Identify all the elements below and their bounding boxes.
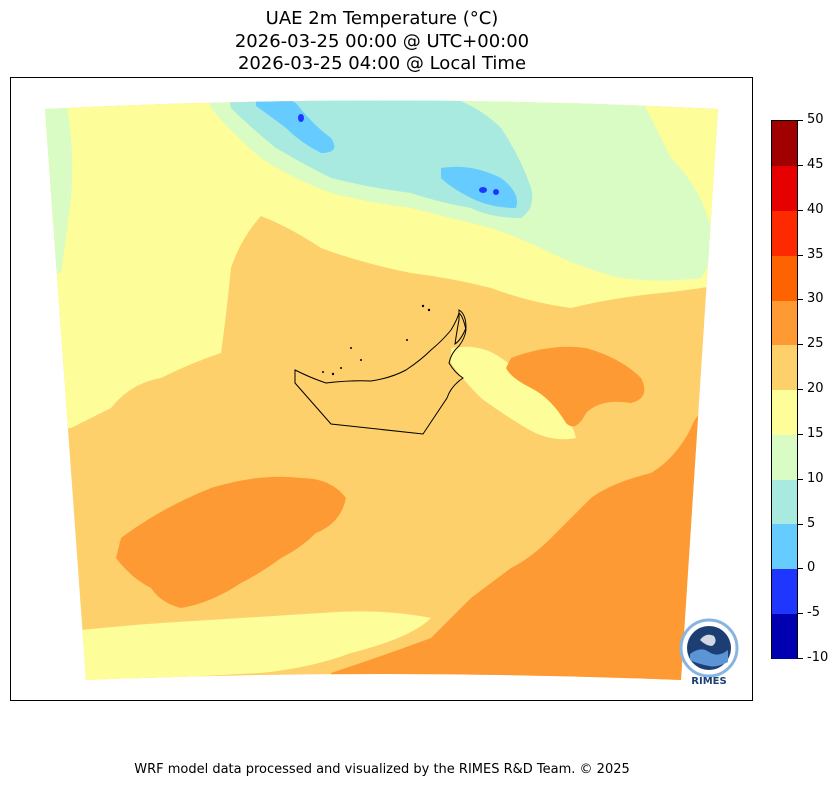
colorbar-segment [772,344,797,390]
colorbar-tick [798,613,803,615]
colorbar-segment [772,568,797,614]
colorbar-tick-label: 20 [807,381,824,396]
colorbar-tick-label: 40 [807,201,824,217]
colorbar-tick [798,164,803,166]
colorbar-segment [772,613,797,659]
map-title-line-1: UAE 2m Temperature (°C) [265,8,499,29]
temperature-map [45,100,718,680]
colorbar-tick [798,478,803,480]
colorbar-tick [798,523,803,525]
colorbar-tick-label: 35 [807,246,824,262]
colorbar-tick-label: 5 [807,515,816,531]
colorbar-segment [772,523,797,569]
temp-region-15-20-south [45,611,431,680]
colorbar-tick-label: -5 [807,605,820,621]
colorbar-tick [798,433,803,435]
temp-region-0-5-b [441,166,517,208]
temperature-colorbar [771,120,798,659]
temp-region-10-15-west [45,100,73,278]
colorbar-segment [772,165,797,211]
colorbar-tick [798,209,803,211]
colorbar-segment [772,210,797,256]
temp-region-minus5-0-c [493,189,499,195]
map-panel [10,77,753,701]
musandam-outline [454,309,467,346]
rimes-logo: RIMES [676,618,742,690]
colorbar-segment [772,121,797,167]
colorbar-segment [772,389,797,435]
temp-region-0-5 [256,100,335,153]
colorbar-tick-label: 15 [807,425,824,441]
colorbar-tick-label: 30 [807,291,824,307]
colorbar-tick-label: -10 [807,650,829,665]
colorbar-tick [798,389,803,390]
colorbar-tick [798,299,803,301]
colorbar-segment [772,255,797,301]
colorbar-tick-label: 25 [807,336,824,352]
colorbar-tick [798,344,803,346]
colorbar-tick-label: 0 [807,560,816,576]
map-title-line-3: 2026-03-25 04:00 @ Local Time [237,53,527,74]
temp-region-25-30-east [506,346,645,427]
map-title-line-2: 2026-03-25 00:00 @ UTC+00:00 [234,31,530,52]
temp-region-15-20-east [451,346,576,440]
temp-region-25-30-southeast [331,398,718,680]
colorbar-segment [772,300,797,346]
colorbar-segment [772,479,797,525]
temp-region-minus5-0 [298,114,304,122]
colorbar-tick-label: 10 [807,470,824,486]
colorbar-tick [798,568,803,570]
colorbar-tick [798,254,803,256]
colorbar-tick [798,658,803,659]
colorbar-tick [798,120,803,121]
uae-islands [322,304,431,376]
colorbar-tick-label: 45 [807,156,824,172]
colorbar-tick-label: 50 [807,112,824,127]
uae-boundary [294,312,467,435]
temp-region-25-30-southwest [116,476,346,608]
logo-text: RIMES [691,676,727,687]
temp-region-minus5-0-b [479,187,487,193]
colorbar-segment [772,434,797,480]
credit-footer: WRF model data processed and visualized … [134,762,630,777]
